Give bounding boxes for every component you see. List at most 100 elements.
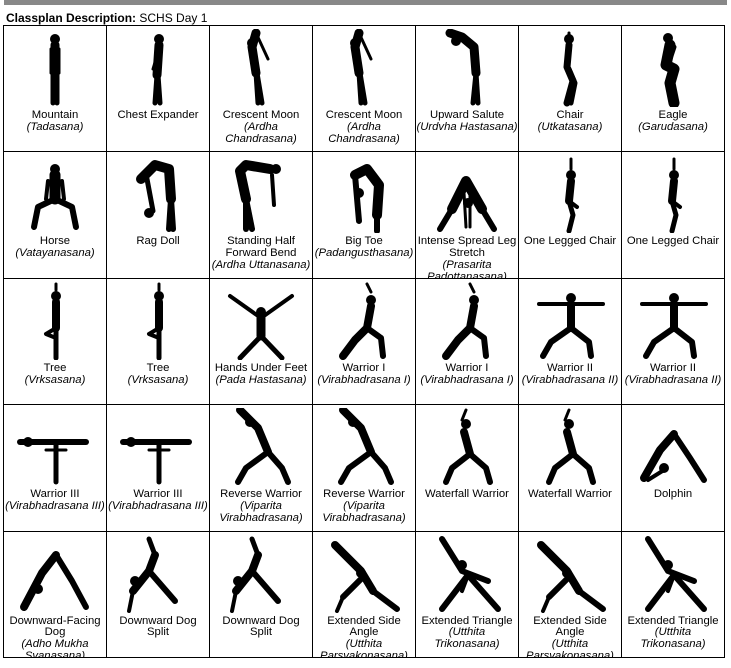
pose-label: One Legged Chair <box>520 235 621 248</box>
pose-label: Warrior II (Virabhadrasana II) <box>623 361 724 387</box>
half-forward-bend-pose-icon <box>222 155 300 233</box>
pose-name: Extended Triangle <box>627 614 719 627</box>
pose-label: Reverse Warrior (Viparita Virabhadrasana) <box>314 488 415 524</box>
pose-name: Warrior III <box>133 488 183 501</box>
pose-cell: Waterfall Warrior <box>518 404 622 532</box>
spread-leg-stretch-pose-icon <box>428 155 506 233</box>
pose-sanskrit: (Utthita Trikonasana) <box>640 626 706 651</box>
pose-cell: Hands Under Feet (Pada Hastasana) <box>209 277 313 406</box>
eagle-pose-icon <box>634 29 712 107</box>
pose-sanskrit: (Utthita Trikonasana) <box>434 626 500 651</box>
pose-name: Warrior I <box>445 361 489 374</box>
pose-name: Intense Spread Leg Stretch <box>417 235 517 260</box>
pose-label: Waterfall Warrior <box>417 488 518 501</box>
pose-label: Tree (Vrksasana) <box>5 361 106 387</box>
pose-label: Tree (Vrksasana) <box>108 362 209 387</box>
warrior-two-pose-icon <box>531 282 609 360</box>
pose-sanskrit: (Virabhadrasana I) <box>317 373 411 386</box>
pose-cell: Crescent Moon (Ardha Chandrasana) <box>312 24 416 153</box>
pose-cell: Extended Triangle (Utthita Trikonasana) <box>415 530 519 659</box>
warrior-one-pose-icon <box>325 282 403 360</box>
pose-name: One Legged Chair <box>626 235 720 248</box>
pose-name: Hands Under Feet <box>214 361 308 374</box>
pose-label: Reverse Warrior (Viparita Virabhadrasana) <box>211 488 312 524</box>
pose-label: Horse (Vatayanasana) <box>5 235 106 260</box>
pose-label: Warrior III (Virabhadrasana III) <box>5 488 106 513</box>
pose-cell: Warrior II (Virabhadrasana II) <box>518 277 622 406</box>
pose-cell: Chair (Utkatasana) <box>518 24 622 153</box>
pose-sanskrit: (Utthita Parsvakonasana) <box>320 638 408 658</box>
pose-name: Downward Dog Split <box>222 614 300 639</box>
pose-sanskrit: (Utkatasana) <box>537 120 603 133</box>
pose-sanskrit: (Vatayanasana) <box>15 247 95 260</box>
pose-name: Extended Side Angle <box>327 614 401 639</box>
pose-label: Hands Under Feet (Pada Hastasana) <box>211 361 312 387</box>
warrior-three-pose-icon <box>119 408 197 486</box>
extended-side-angle-pose-icon <box>325 535 403 613</box>
pose-label: Chest Expander <box>108 109 209 122</box>
warrior-two-pose-icon <box>634 282 712 360</box>
pose-label: Waterfall Warrior <box>520 488 621 501</box>
pose-cell: Rag Doll <box>106 151 210 279</box>
pose-cell: Warrior III (Virabhadrasana III) <box>3 404 107 532</box>
crescent-moon-pose-icon <box>325 29 403 107</box>
extended-side-angle-pose-icon <box>531 535 609 613</box>
pose-label: Warrior II (Virabhadrasana II) <box>520 361 621 387</box>
chest-expander-pose-icon <box>119 29 197 107</box>
pose-cell: Upward Salute (Urdvha Hastasana) <box>415 24 519 153</box>
pose-cell: Horse (Vatayanasana) <box>3 151 107 279</box>
pose-cell: Big Toe (Padangusthasana) <box>312 151 416 279</box>
pose-label: Crescent Moon (Ardha Chandrasana) <box>314 109 415 145</box>
grid-row: Tree (Vrksasana) Tree (Vrksasana) Hands Unde… <box>3 277 725 406</box>
waterfall-warrior-pose-icon <box>531 408 609 486</box>
downward-dog-pose-icon <box>16 535 94 613</box>
pose-label: One Legged Chair <box>623 235 724 248</box>
pose-label: Downward Dog Split <box>211 614 312 640</box>
mountain-pose-icon <box>16 29 94 107</box>
reverse-warrior-pose-icon <box>325 408 403 486</box>
rag-doll-pose-icon <box>119 155 197 233</box>
pose-cell: Waterfall Warrior <box>415 404 519 532</box>
pose-label: Downward Dog Split <box>108 615 209 640</box>
pose-sanskrit: (Viparita Virabhadrasana) <box>219 499 303 524</box>
pose-name: Tree <box>43 361 67 374</box>
pose-cell: Downward-Facing Dog (Adho Mukha Svanasana… <box>3 530 107 659</box>
tree-pose-icon <box>16 282 94 360</box>
pose-sanskrit: (Virabhadrasana III) <box>5 499 105 512</box>
big-toe-pose-icon <box>325 155 403 234</box>
warrior-one-pose-icon <box>428 282 506 360</box>
dolphin-pose-icon <box>634 408 712 486</box>
pose-sanskrit: (Virabhadrasana III) <box>108 499 208 512</box>
pose-sanskrit: (Virabhadrasana I) <box>420 373 514 386</box>
pose-name: Extended Triangle <box>421 614 513 627</box>
crescent-moon-pose-icon <box>222 29 300 107</box>
pose-label: Upward Salute (Urdvha Hastasana) <box>417 109 518 134</box>
pose-name: Warrior II <box>649 361 697 374</box>
grid-row: Downward-Facing Dog (Adho Mukha Svanasana… <box>3 530 725 659</box>
pose-cell: Reverse Warrior (Viparita Virabhadrasana) <box>312 404 416 532</box>
pose-label: Rag Doll <box>108 235 209 248</box>
pose-name: Warrior II <box>546 361 594 374</box>
pose-sanskrit: (Ardha Uttanasana) <box>211 258 311 271</box>
pose-sanskrit: (Ardha Chandrasana) <box>328 120 400 145</box>
pose-sanskrit: (Tadasana) <box>26 120 84 133</box>
pose-cell: Reverse Warrior (Viparita Virabhadrasana) <box>209 404 313 532</box>
grid-row: Warrior III (Virabhadrasana III) Warrior I… <box>3 404 725 532</box>
page-title: Classplan Description: SCHS Day 1 <box>6 11 207 25</box>
pose-cell: Mountain (Tadasana) <box>3 24 107 153</box>
pose-name: Upward Salute <box>429 109 505 121</box>
pose-sanskrit: (Adho Mukha Svanasana) <box>21 638 89 658</box>
pose-label: Chair (Utkatasana) <box>520 109 621 134</box>
pose-name: Warrior I <box>342 361 386 374</box>
pose-name: One Legged Chair <box>523 235 617 248</box>
pose-label: Downward-Facing Dog (Adho Mukha Svanasana… <box>5 615 106 658</box>
pose-cell: Warrior II (Virabhadrasana II) <box>621 277 725 406</box>
pose-sanskrit: (Prasarita Padottanasana) <box>427 258 507 279</box>
pose-sanskrit: (Vrksasana) <box>127 373 189 386</box>
pose-name: Crescent Moon <box>325 109 403 121</box>
pose-label: Warrior I (Virabhadrasana I) <box>417 361 518 387</box>
hands-under-feet-pose-icon <box>222 282 300 360</box>
pose-name: Waterfall Warrior <box>528 488 612 501</box>
pose-name: Mountain <box>31 109 79 121</box>
pose-label: Warrior III (Virabhadrasana III) <box>108 488 209 513</box>
